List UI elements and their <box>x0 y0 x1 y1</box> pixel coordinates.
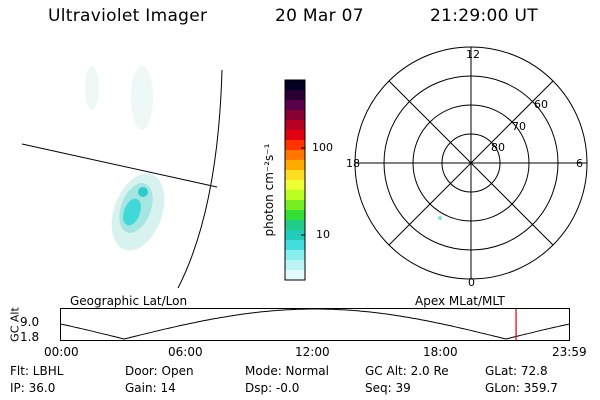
instrument-title: Ultraviolet Imager <box>48 6 208 26</box>
status-ip: IP: 36.0 <box>10 381 56 395</box>
colorbar-segment <box>285 80 305 91</box>
colorbar-segment <box>285 90 305 101</box>
colorbar-segment <box>285 220 305 231</box>
terminator-line <box>21 143 218 188</box>
mlt-label-18: 18 <box>346 157 360 170</box>
colorbar-segment <box>285 120 305 131</box>
timeline-right-title: Apex MLat/MLT <box>415 294 505 308</box>
polar-mlt-plot <box>354 46 588 280</box>
mlt-diagonal-2 <box>388 80 554 246</box>
orbit-altitude-curve <box>60 308 570 340</box>
status-filter: Flt: LBHL <box>10 364 64 378</box>
colorbar-segment <box>285 270 305 281</box>
colorbar-segment <box>285 150 305 161</box>
status-gain: Gain: 14 <box>125 381 176 395</box>
status-dsp: Dsp: -0.0 <box>245 381 300 395</box>
colorbar-segment <box>285 170 305 181</box>
observation-time: 21:29:00 UT <box>430 6 538 26</box>
colorbar-ticks <box>301 147 305 236</box>
colorbar-segment <box>285 100 305 111</box>
colorbar <box>285 80 305 281</box>
lat-label-60: 60 <box>534 98 548 111</box>
orbit-altitude-timeline <box>60 308 570 341</box>
colorbar-unit-label: photon cm⁻²s⁻¹ <box>262 143 276 237</box>
colorbar-segment <box>285 200 305 211</box>
status-gc-alt: GC Alt: 2.0 Re <box>365 364 449 378</box>
colorbar-segment <box>285 230 305 241</box>
mlt-label-0: 0 <box>468 276 475 289</box>
status-seq: Seq: 39 <box>365 381 411 395</box>
colorbar-segment <box>285 210 305 221</box>
timeline-xtick-1800: 18:00 <box>423 345 458 359</box>
lat-label-70: 70 <box>512 120 526 133</box>
colorbar-tick-100: 100 <box>312 141 333 154</box>
colorbar-segment <box>285 130 305 141</box>
polar-emission-spot <box>438 216 442 220</box>
status-glat: GLat: 72.8 <box>485 364 548 378</box>
lat-label-80: 80 <box>491 141 505 154</box>
colorbar-segment <box>285 250 305 261</box>
status-glon: GLon: 359.7 <box>485 381 558 395</box>
earth-limb <box>177 69 223 289</box>
timeline-ytick-min: 1.8 <box>20 330 40 344</box>
timeline-left-title: Geographic Lat/Lon <box>70 294 188 308</box>
colorbar-segment <box>285 110 305 121</box>
geographic-image-panel <box>21 66 223 289</box>
colorbar-segment <box>285 160 305 171</box>
status-door: Door: Open <box>125 364 194 378</box>
observation-date: 20 Mar 07 <box>275 6 364 26</box>
timeline-xtick-0600: 06:00 <box>168 345 203 359</box>
colorbar-segment <box>285 140 305 151</box>
mlt-label-12: 12 <box>466 48 480 61</box>
status-mode: Mode: Normal <box>245 364 329 378</box>
colorbar-segment <box>285 260 305 271</box>
timeline-axis-label: GC Alt <box>8 307 22 342</box>
colorbar-tick-10: 10 <box>316 228 330 241</box>
colorbar-segment <box>285 180 305 191</box>
colorbar-segment <box>285 190 305 201</box>
timeline-xtick-1200: 12:00 <box>295 345 330 359</box>
colorbar-panel <box>284 79 306 281</box>
mlt-label-6: 6 <box>576 157 583 170</box>
timeline-xtick-0000: 00:00 <box>44 345 79 359</box>
colorbar-segment <box>285 240 305 251</box>
timeline-xtick-2359: 23:59 <box>552 345 587 359</box>
auroral-emission-cloud <box>85 66 165 251</box>
timeline-ytick-max: 9.0 <box>20 315 40 329</box>
